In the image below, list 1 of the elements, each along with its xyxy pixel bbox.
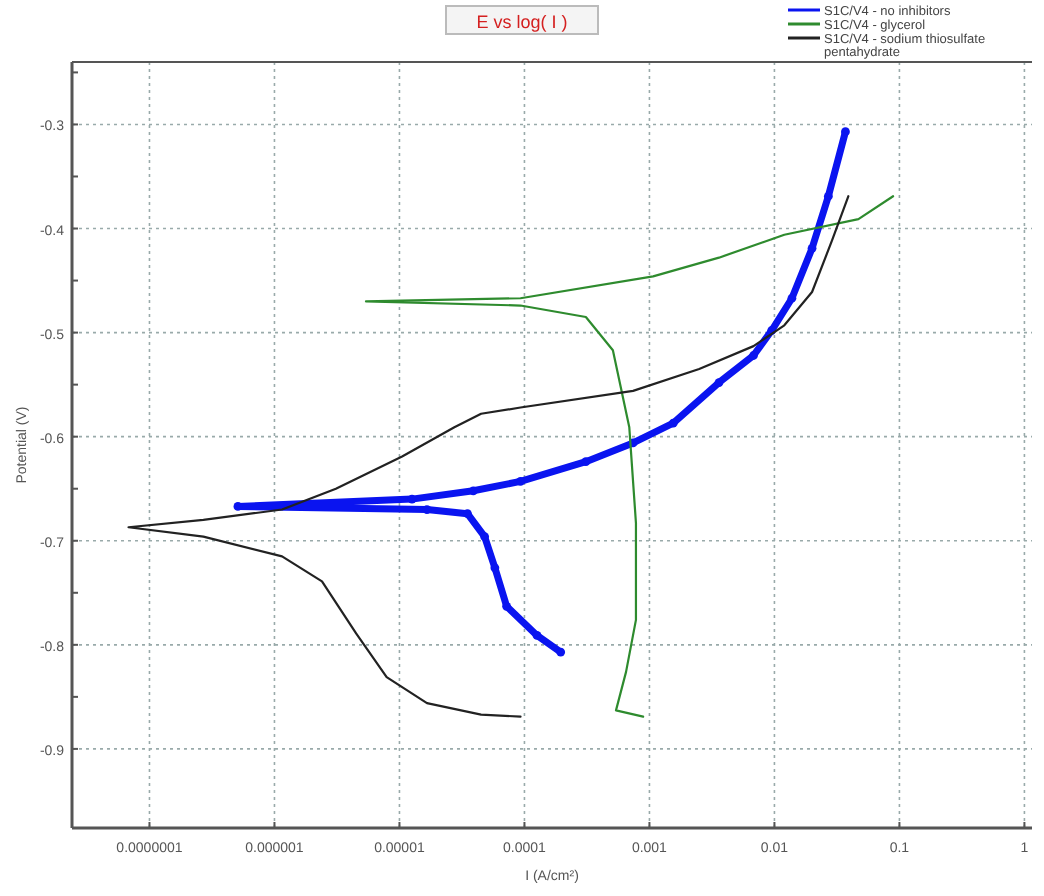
chart-title: E vs log( I ) xyxy=(476,12,568,32)
